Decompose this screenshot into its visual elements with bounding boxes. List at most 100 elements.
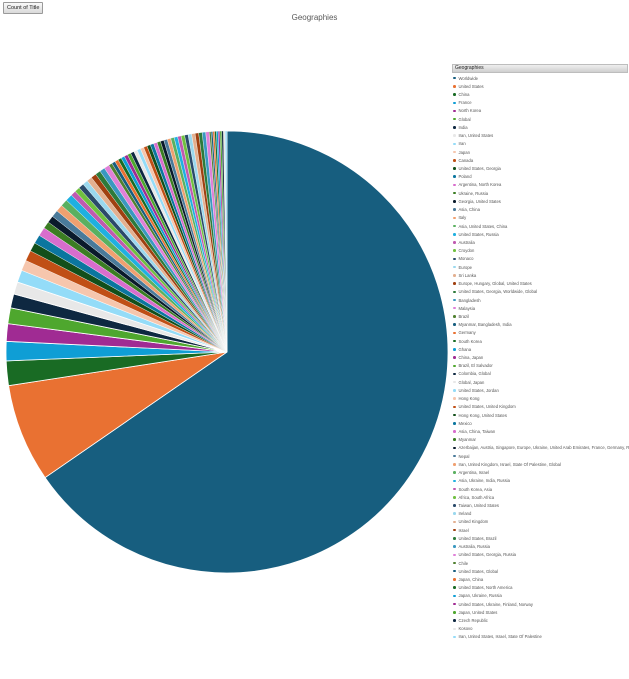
legend-item[interactable]: United States, United Kingdom <box>452 403 628 411</box>
legend-item[interactable]: United States, Jordan <box>452 386 628 394</box>
pie-slice-68[interactable] <box>225 130 228 353</box>
legend-item[interactable]: Japan <box>452 148 628 156</box>
legend-item[interactable]: United States, Georgia, Russia <box>452 551 628 559</box>
legend-item[interactable]: Ireland <box>452 510 628 518</box>
legend-item[interactable]: Iran <box>452 140 628 148</box>
legend-item[interactable]: Australia <box>452 238 628 246</box>
legend-swatch <box>453 274 456 277</box>
legend-item[interactable]: United States, Russia <box>452 230 628 238</box>
legend-item[interactable]: Japan, United States <box>452 608 628 616</box>
legend-item[interactable]: Poland <box>452 173 628 181</box>
legend-item[interactable]: Worldwide <box>452 74 628 82</box>
legend-item[interactable]: Hong Kong <box>452 395 628 403</box>
legend-label: Myanmar <box>458 437 476 443</box>
legend-item[interactable]: Mexico <box>452 419 628 427</box>
legend-item[interactable]: Colombia, Global <box>452 370 628 378</box>
legend-item[interactable]: Japan, Ukraine, Russia <box>452 592 628 600</box>
legend-item[interactable]: Global <box>452 115 628 123</box>
legend-swatch <box>453 446 456 450</box>
legend-swatch <box>453 364 456 368</box>
legend-item[interactable]: United States, Georgia, Worldwide, Globa… <box>452 288 628 296</box>
legend-item[interactable]: Iran, United Kingdom, Israel, State Of P… <box>452 460 628 468</box>
legend-label: Ghana <box>458 346 472 352</box>
legend-item[interactable]: Canada <box>452 156 628 164</box>
legend-item[interactable]: Iran, United States, Israel, State Of Pa… <box>452 633 628 641</box>
legend-item[interactable]: Asia, Ukraine, India, Russia <box>452 477 628 485</box>
legend-label: France <box>458 100 472 106</box>
legend-swatch <box>453 183 456 187</box>
legend-item[interactable]: Italy <box>452 214 628 222</box>
legend-swatch <box>453 126 456 129</box>
legend-item[interactable]: Argentina, Israel <box>452 469 628 477</box>
legend-item[interactable]: Africa, South Africa <box>452 493 628 501</box>
legend-swatch <box>453 76 456 80</box>
legend-item[interactable]: Myanmar <box>452 436 628 444</box>
legend-label: Asia, China <box>458 207 480 213</box>
legend-item[interactable]: Malaysia <box>452 304 628 312</box>
legend-item[interactable]: Taiwan, United States <box>452 501 628 509</box>
legend-swatch <box>453 142 456 146</box>
pie-slice-1[interactable] <box>8 351 228 479</box>
legend-item[interactable]: South Korea <box>452 337 628 345</box>
legend-item[interactable]: Czech Republic <box>452 616 628 624</box>
legend-item[interactable]: Europe <box>452 263 628 271</box>
legend-item[interactable]: Monaco <box>452 255 628 263</box>
legend-label: Georgia, United States <box>458 198 501 204</box>
legend-item[interactable]: South Korea, Asia <box>452 485 628 493</box>
legend-item[interactable]: Asia, China <box>452 206 628 214</box>
legend-item[interactable]: China, Japan <box>452 353 628 361</box>
legend-item[interactable]: China <box>452 90 628 98</box>
legend-item[interactable]: France <box>452 99 628 107</box>
legend-item[interactable]: United States, Global <box>452 567 628 575</box>
legend-item[interactable]: Chile <box>452 559 628 567</box>
legend-field-header[interactable]: Geographies <box>452 64 628 73</box>
legend-item[interactable]: Sri Lanka <box>452 271 628 279</box>
count-of-title-field-button[interactable]: Count of Title <box>3 2 44 14</box>
legend-item[interactable]: Myanmar, Bangladesh, India <box>452 321 628 329</box>
legend-item[interactable]: Europe, Hungary, Global, United States <box>452 279 628 287</box>
legend-item[interactable]: United States <box>452 82 628 90</box>
legend-label: Malaysia <box>458 305 476 311</box>
legend-item[interactable]: United States, Brazil <box>452 534 628 542</box>
legend-item[interactable]: Georgia, United States <box>452 197 628 205</box>
legend-label: Germany <box>458 330 476 336</box>
legend-label: Iran, United States <box>458 133 494 139</box>
legend-item[interactable]: Iran, United States <box>452 132 628 140</box>
legend-item[interactable]: Ghana <box>452 345 628 353</box>
legend-item[interactable]: Brazil <box>452 312 628 320</box>
legend-item[interactable]: Bangladesh <box>452 296 628 304</box>
legend-label: Bangladesh <box>458 297 481 303</box>
legend-item[interactable]: United States, Georgia <box>452 164 628 172</box>
legend-item[interactable]: India <box>452 123 628 131</box>
legend-swatch <box>453 200 456 203</box>
legend-label: Japan, Ukraine, Russia <box>458 593 502 599</box>
legend-item[interactable]: Israel <box>452 526 628 534</box>
legend-item[interactable]: Hong Kong, United States <box>452 411 628 419</box>
legend-swatch <box>453 85 456 88</box>
legend-label: South Korea, Asia <box>458 486 493 492</box>
legend-item[interactable]: Germany <box>452 329 628 337</box>
legend-item[interactable]: Asia, United States, China <box>452 222 628 230</box>
legend-item[interactable]: Kosovo <box>452 625 628 633</box>
legend-item[interactable]: Global, Japan <box>452 378 628 386</box>
legend-item[interactable]: United States, Ukraine, Finland, Norway <box>452 600 628 608</box>
legend-label: Ukraine, Russia <box>458 190 489 196</box>
legend-item[interactable]: Croydon <box>452 247 628 255</box>
legend-item[interactable]: North Korea <box>452 107 628 115</box>
legend-label: Monaco <box>458 256 474 262</box>
pie-slice-0[interactable] <box>44 130 449 574</box>
legend-label: Brazil, El Salvador <box>458 363 493 369</box>
legend-label: United States, Brazil <box>458 535 497 541</box>
legend-item[interactable]: Azerbaijan, Austria, Singapore, Europe, … <box>452 444 629 452</box>
legend-item[interactable]: Argentina, North Korea <box>452 181 628 189</box>
legend-item[interactable]: Brazil, El Salvador <box>452 362 628 370</box>
legend-item[interactable]: Ukraine, Russia <box>452 189 628 197</box>
legend-swatch <box>453 150 456 154</box>
legend-item[interactable]: United States, North America <box>452 584 628 592</box>
legend-item[interactable]: Australia, Russia <box>452 542 628 550</box>
legend-item[interactable]: Nepal <box>452 452 628 460</box>
legend-swatch <box>453 117 456 121</box>
legend-item[interactable]: Asia, China, Taiwan <box>452 427 628 435</box>
legend-item[interactable]: United Kingdom <box>452 518 628 526</box>
legend-item[interactable]: Japan, China <box>452 575 628 583</box>
